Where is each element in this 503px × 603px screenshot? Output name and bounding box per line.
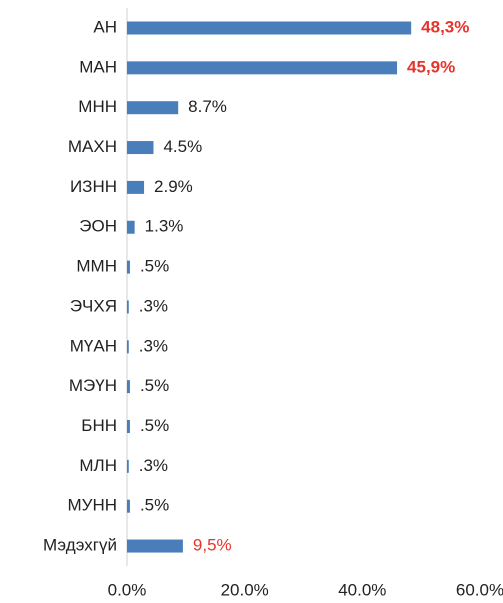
category-label: МАН <box>79 57 117 76</box>
bar <box>127 21 412 35</box>
x-tick-label: 40.0% <box>338 580 386 599</box>
value-label: .3% <box>139 456 168 475</box>
category-label: ИЗНН <box>70 177 117 196</box>
bar <box>127 539 183 553</box>
category-label: Мэдэхгүй <box>43 536 117 555</box>
bar <box>127 300 129 314</box>
value-label: .5% <box>140 257 169 276</box>
value-label: 9,5% <box>193 536 232 555</box>
value-label: 4.5% <box>163 137 202 156</box>
bar <box>127 180 145 194</box>
category-label: МАХН <box>68 137 117 156</box>
category-label: МЛН <box>79 456 117 475</box>
value-label: .5% <box>140 496 169 515</box>
value-label: 2.9% <box>154 177 193 196</box>
value-label: 48,3% <box>421 17 469 36</box>
x-tick-label: 60.0% <box>456 580 503 599</box>
category-label: МУНН <box>67 496 117 515</box>
value-label: .3% <box>139 336 168 355</box>
category-label: БНН <box>81 416 117 435</box>
value-label: .5% <box>140 416 169 435</box>
bar <box>127 220 135 234</box>
x-tick-label: 20.0% <box>221 580 269 599</box>
bar <box>127 459 129 473</box>
value-label: 1.3% <box>145 217 184 236</box>
bar <box>127 380 130 394</box>
category-label: МЭҮН <box>69 376 117 395</box>
bar <box>127 420 130 433</box>
bar <box>127 61 398 75</box>
value-label: .5% <box>140 376 169 395</box>
category-label: АН <box>93 17 117 36</box>
bar <box>127 260 130 274</box>
category-label: МНН <box>78 97 117 116</box>
category-label: ЭЧХЯ <box>70 296 117 315</box>
category-label: ЭОН <box>79 217 117 236</box>
category-label: МҮАН <box>70 336 117 355</box>
category-label: ММН <box>76 257 117 276</box>
value-label: .3% <box>139 296 168 315</box>
bar <box>127 141 154 155</box>
bar <box>127 499 130 513</box>
bar <box>127 101 179 115</box>
value-label: 8.7% <box>188 97 227 116</box>
value-label: 45,9% <box>407 57 455 76</box>
bar <box>127 340 129 354</box>
x-tick-label: 0.0% <box>108 580 147 599</box>
